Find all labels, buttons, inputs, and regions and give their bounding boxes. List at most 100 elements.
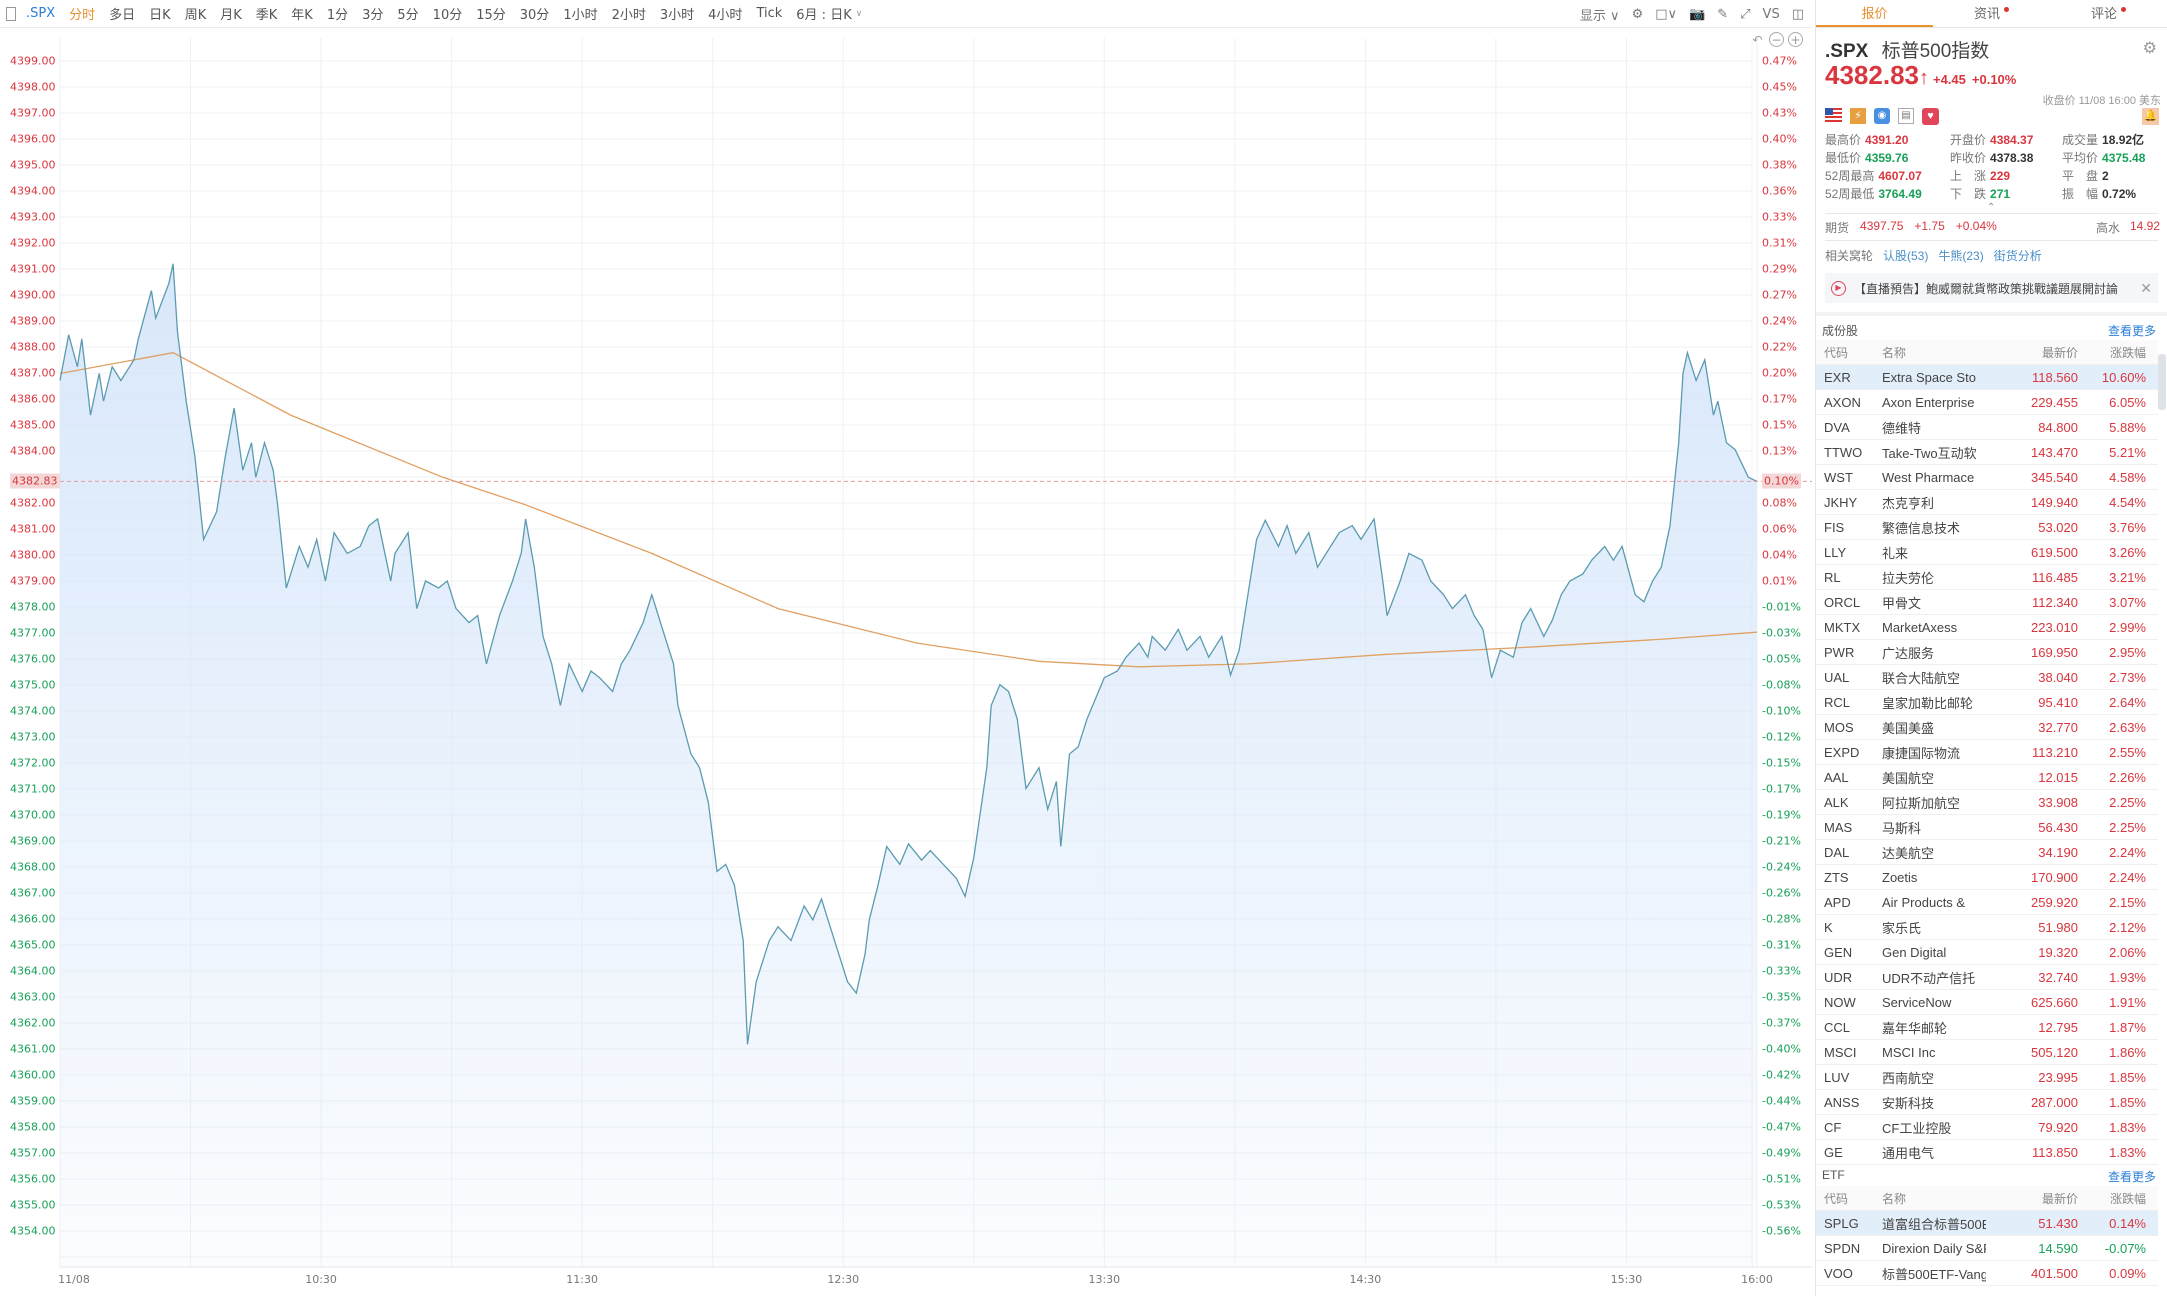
gear-icon[interactable]: ⚙ (1631, 6, 1644, 22)
pencil-icon[interactable]: ✎ (1717, 6, 1729, 22)
period-tab[interactable]: 5分 (397, 8, 419, 23)
rectangle-tool-icon[interactable]: □∨ (1655, 6, 1678, 22)
period-tab[interactable]: 10分 (432, 8, 463, 23)
table-row[interactable]: EXR Extra Space Sto 118.560 10.60% (1816, 365, 2158, 390)
period-tab[interactable]: 3分 (362, 8, 384, 23)
table-row[interactable]: LLY 礼来 619.500 3.26% (1816, 540, 2158, 565)
table-row[interactable]: NOW ServiceNow 625.660 1.91% (1816, 990, 2158, 1015)
table-row[interactable]: FIS 繁德信息技术 53.020 3.76% (1816, 515, 2158, 540)
banner-text: 【直播預告】鮑威爾就貨幣政策挑戰議題展開討論 (1854, 281, 2119, 296)
tab-comments[interactable]: 评论 (2050, 0, 2167, 27)
table-row[interactable]: MAS 马斯科 56.430 2.25% (1816, 815, 2158, 840)
symbol-label[interactable]: .SPX (26, 6, 56, 21)
period-tab[interactable]: 多日 (109, 8, 136, 23)
table-row[interactable]: RL 拉夫劳伦 116.485 3.21% (1816, 565, 2158, 590)
table-row[interactable]: SPDN Direxion Daily S&P 14.590 -0.07% (1816, 1236, 2158, 1261)
collapse-chevron-icon[interactable]: ⌃ (1987, 202, 1996, 213)
column-header[interactable]: 名称 (1882, 1191, 1907, 1206)
heart-icon[interactable]: ♥ (1922, 108, 1939, 125)
live-banner[interactable]: ▶ 【直播預告】鮑威爾就貨幣政策挑戰議題展開討論 ✕ (1825, 273, 2158, 303)
period-tab[interactable]: 4小时 (708, 8, 743, 23)
pct-tick-label: -0.03% (1762, 626, 1801, 640)
intraday-chart[interactable]: 4399.00 0.47% 4398.00 0.45% 4397.00 0.43% 4396… (0, 28, 1812, 1296)
table-row[interactable]: MKTX MarketAxess 223.010 2.99% (1816, 615, 2158, 640)
period-tab[interactable]: 季K (255, 8, 278, 23)
display-menu[interactable]: 显示 ∨ (1579, 8, 1620, 24)
table-row[interactable]: UAL 联合大陆航空 38.040 2.73% (1816, 665, 2158, 690)
bell-icon[interactable]: 🔔 (2142, 108, 2159, 125)
table-row[interactable]: ANSS 安斯科技 287.000 1.85% (1816, 1090, 2158, 1115)
table-row[interactable]: JKHY 杰克亨利 149.940 4.54% (1816, 490, 2158, 515)
close-icon[interactable]: ✕ (2140, 279, 2152, 296)
lightning-icon[interactable]: ⚡ (1850, 108, 1866, 124)
camera-icon[interactable]: 📷 (1689, 6, 1706, 22)
column-header[interactable]: 代码 (1824, 345, 1849, 360)
zoom-out-icon[interactable]: − (1769, 32, 1784, 47)
period-tab[interactable]: 日K (149, 8, 171, 23)
table-row[interactable]: MSCI MSCI Inc 505.120 1.86% (1816, 1040, 2158, 1065)
view-more-link[interactable]: 查看更多 (2107, 1170, 2156, 1184)
view-more-link[interactable]: 查看更多 (2107, 324, 2156, 338)
tab-quote[interactable]: 报价 (1816, 0, 1933, 27)
column-header[interactable]: 代码 (1824, 1191, 1849, 1206)
table-row[interactable]: APD Air Products & 259.920 2.15% (1816, 890, 2158, 915)
document-icon[interactable]: ▤ (1898, 108, 1914, 124)
table-row[interactable]: EXPD 康捷国际物流 113.210 2.55% (1816, 740, 2158, 765)
period-tab[interactable]: 月K (220, 8, 242, 23)
period-tab[interactable]: 2小时 (611, 8, 646, 23)
stat-cell: 52周最低 3764.49 (1825, 185, 1950, 202)
settings-icon[interactable]: ⚙ (2142, 40, 2157, 57)
table-row[interactable]: ORCL 甲骨文 112.340 3.07% (1816, 590, 2158, 615)
table-row[interactable]: CCL 嘉年华邮轮 12.795 1.87% (1816, 1015, 2158, 1040)
period-tab[interactable]: 年K (291, 8, 313, 23)
vs-button[interactable]: VS (1762, 6, 1780, 22)
table-row[interactable]: CF CF工业控股 79.920 1.83% (1816, 1115, 2158, 1140)
column-header[interactable]: 涨跌幅 (2109, 1191, 2146, 1206)
table-row[interactable]: LUV 西南航空 23.995 1.85% (1816, 1065, 2158, 1090)
tab-news[interactable]: 资讯 (1933, 0, 2050, 27)
panel-toggle-icon[interactable]: ◫ (1791, 6, 1804, 22)
period-select[interactable]: 6月 : 日K (796, 8, 852, 23)
table-row[interactable]: PWR 广达服务 169.950 2.95% (1816, 640, 2158, 665)
column-header[interactable]: 最新价 (2041, 345, 2078, 360)
period-tab[interactable]: 1小时 (563, 8, 598, 23)
table-row[interactable]: UDR UDR不动产信托 32.740 1.93% (1816, 965, 2158, 990)
table-row[interactable]: AXON Axon Enterprise 229.455 6.05% (1816, 390, 2158, 415)
quote-name: 标普500指数 (1881, 41, 1990, 62)
table-row[interactable]: DVA 德维特 84.800 5.88% (1816, 415, 2158, 440)
price-change-pct: +0.10% (1971, 72, 2017, 87)
pct-tick-label: -0.31% (1762, 938, 1801, 952)
table-row[interactable]: SPLG 道富组合标普500ETF 51.430 0.14% (1816, 1211, 2158, 1236)
period-tab[interactable]: Tick (756, 6, 783, 21)
warrants-link-calls[interactable]: 认股(53) (1883, 249, 1929, 263)
period-tab[interactable]: 1分 (326, 8, 349, 23)
table-row[interactable]: DAL 达美航空 34.190 2.24% (1816, 840, 2158, 865)
period-tab[interactable]: 周K (184, 8, 207, 23)
warrants-link-analysis[interactable]: 街货分析 (1993, 249, 2042, 263)
period-tab[interactable]: 15分 (476, 8, 506, 23)
table-row[interactable]: TTWO Take-Two互动软 143.470 5.21% (1816, 440, 2158, 465)
column-header[interactable]: 最新价 (2041, 1191, 2078, 1206)
table-row[interactable]: ZTS Zoetis 170.900 2.24% (1816, 865, 2158, 890)
change-cell: 2.15% (2109, 894, 2146, 910)
table-row[interactable]: K 家乐氏 51.980 2.12% (1816, 915, 2158, 940)
period-tab[interactable]: 3小时 (659, 8, 695, 23)
column-header[interactable]: 涨跌幅 (2109, 345, 2146, 360)
warrants-link-cbbc[interactable]: 牛熊(23) (1938, 249, 1984, 263)
zoom-in-icon[interactable]: + (1788, 32, 1803, 47)
period-tab[interactable]: 30分 (519, 8, 550, 23)
table-row[interactable]: MOS 美国美盛 32.770 2.63% (1816, 715, 2158, 740)
table-row[interactable]: GE 通用电气 113.850 1.83% (1816, 1140, 2158, 1165)
column-header[interactable]: 名称 (1882, 345, 1907, 360)
tag-icon[interactable]: ◉ (1874, 108, 1890, 124)
table-row[interactable]: ALK 阿拉斯加航空 33.908 2.25% (1816, 790, 2158, 815)
table-row[interactable]: VOO 标普500ETF-Vanguard 401.500 0.09% (1816, 1261, 2158, 1286)
table-row[interactable]: RCL 皇家加勒比邮轮 95.410 2.64% (1816, 690, 2158, 715)
scrollbar[interactable] (2158, 354, 2166, 410)
sidebar-toggle-icon[interactable] (6, 6, 16, 21)
fullscreen-icon[interactable]: ⤢ (1740, 6, 1751, 22)
period-tab[interactable]: 分时 (69, 8, 96, 23)
table-row[interactable]: GEN Gen Digital 19.320 2.06% (1816, 940, 2158, 965)
table-row[interactable]: AAL 美国航空 12.015 2.26% (1816, 765, 2158, 790)
table-row[interactable]: WST West Pharmace 345.540 4.58% (1816, 465, 2158, 490)
